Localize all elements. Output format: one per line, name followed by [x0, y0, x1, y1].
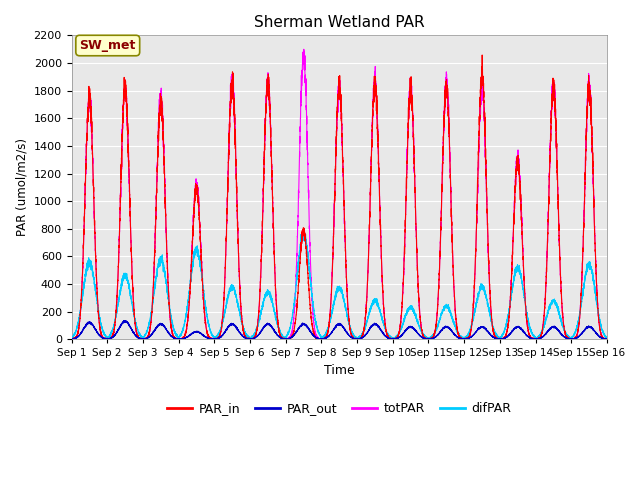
X-axis label: Time: Time — [324, 364, 355, 377]
Text: SW_met: SW_met — [79, 39, 136, 52]
Y-axis label: PAR (umol/m2/s): PAR (umol/m2/s) — [15, 138, 28, 236]
Legend: PAR_in, PAR_out, totPAR, difPAR: PAR_in, PAR_out, totPAR, difPAR — [163, 397, 516, 420]
Title: Sherman Wetland PAR: Sherman Wetland PAR — [254, 15, 424, 30]
